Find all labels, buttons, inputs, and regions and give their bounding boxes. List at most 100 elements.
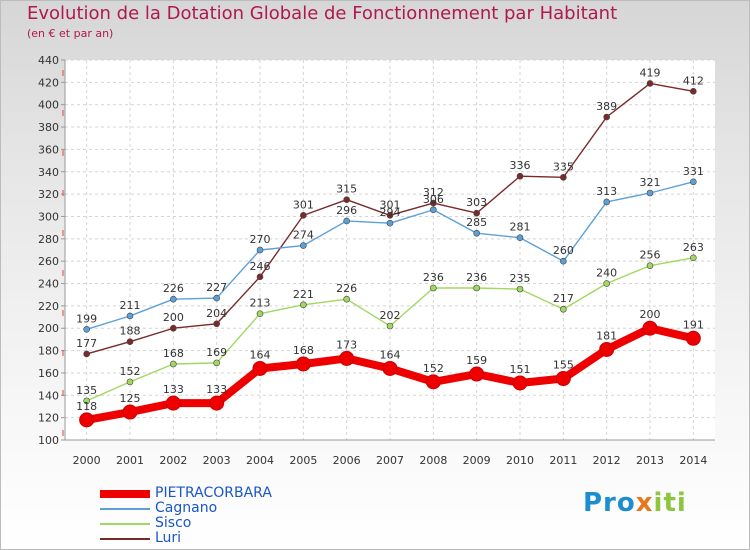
y-tick-label: 160 [38, 367, 59, 380]
logo-part-1: Pro [583, 488, 636, 518]
point-pietracorbara [512, 375, 528, 391]
y-tick-label: 440 [38, 54, 59, 67]
plot-area [65, 60, 715, 440]
data-label-luri: 335 [553, 160, 574, 173]
point-pietracorbara [642, 320, 658, 336]
data-label-luri: 315 [336, 183, 357, 196]
point-luri [300, 212, 307, 219]
chart-title: Evolution de la Dotation Globale de Fonc… [27, 3, 618, 24]
point-sisco [516, 285, 524, 293]
x-tick-label: 2004 [246, 454, 274, 467]
data-label-sisco: 236 [466, 271, 487, 284]
point-sisco [126, 378, 134, 386]
point-luri [83, 350, 90, 358]
point-pietracorbara [425, 374, 441, 390]
proxiti-logo: Proxiti [583, 488, 687, 518]
y-tick-label: 420 [38, 76, 59, 89]
legend-swatch-luri [100, 538, 150, 540]
data-label-sisco: 152 [120, 365, 141, 378]
y-tick-label: 120 [38, 412, 59, 425]
data-label-cagnano: 226 [163, 282, 184, 295]
point-cagnano [300, 242, 307, 249]
y-tick-label: 400 [38, 99, 59, 112]
data-label-cagnano: 296 [336, 204, 357, 217]
data-label-luri: 303 [466, 196, 487, 209]
data-labels: 177 188 200 204 246 301 315 301 312 303 336 335 389 4… [76, 66, 704, 412]
data-label-sisco: 236 [423, 271, 444, 284]
point-sisco [430, 284, 437, 292]
x-tick-label: 2009 [463, 454, 491, 467]
x-tick-label: 2002 [159, 454, 187, 467]
legend-item-luri: Luri [100, 530, 360, 546]
point-pietracorbara [122, 404, 138, 420]
x-tick-label: 2003 [203, 454, 231, 467]
data-label-cagnano: 294 [380, 206, 401, 219]
legend-item-sisco: Sisco [100, 515, 360, 531]
point-cagnano [560, 257, 567, 265]
legend-item-pietracorbara: PIETRACORBARA [100, 485, 360, 501]
chart-subtitle: (en € et par an) [27, 27, 114, 40]
data-label-pietracorbara: 125 [120, 392, 141, 405]
point-luri [430, 199, 437, 207]
legend-item-cagnano: Cagnano [100, 500, 360, 516]
point-cagnano [213, 294, 220, 302]
point-pietracorbara [685, 330, 701, 346]
point-luri [473, 209, 480, 217]
y-tick-label: 220 [38, 300, 59, 313]
point-cagnano [83, 326, 90, 333]
x-tick-label: 2011 [549, 454, 577, 467]
data-label-cagnano: 313 [596, 185, 617, 198]
point-luri [646, 80, 654, 87]
data-label-cagnano: 281 [510, 221, 531, 234]
data-label-cagnano: 321 [640, 176, 661, 189]
point-cagnano [386, 219, 394, 227]
point-cagnano [170, 295, 177, 303]
data-label-pietracorbara: 159 [466, 354, 487, 367]
data-label-pietracorbara: 155 [553, 359, 574, 372]
y-tick-label: 360 [38, 143, 59, 156]
point-sisco [560, 305, 567, 313]
data-label-pietracorbara: 164 [380, 348, 401, 361]
legend-label-cagnano: Cagnano [155, 500, 218, 516]
point-pietracorbara [599, 341, 615, 357]
point-sisco [343, 295, 350, 303]
legend-swatch-pietracorbara [100, 490, 150, 498]
data-label-luri: 412 [683, 74, 704, 87]
data-label-pietracorbara: 133 [163, 383, 184, 396]
point-cagnano [646, 189, 654, 197]
logo-part-3: iti [653, 488, 687, 518]
data-label-luri: 301 [380, 198, 401, 211]
y-tick-label: 200 [38, 322, 59, 335]
x-tick-label: 2005 [289, 454, 317, 467]
data-label-luri: 204 [206, 307, 227, 320]
data-label-pietracorbara: 200 [640, 308, 661, 321]
point-cagnano [603, 198, 610, 206]
x-tick-label: 2008 [419, 454, 447, 467]
data-label-cagnano: 199 [76, 312, 97, 325]
data-label-sisco: 226 [336, 282, 357, 295]
data-label-luri: 419 [640, 66, 661, 79]
data-label-pietracorbara: 168 [293, 344, 314, 357]
point-luri [170, 324, 177, 332]
data-label-sisco: 217 [553, 292, 574, 305]
data-label-cagnano: 306 [423, 193, 444, 206]
data-label-luri: 177 [76, 337, 97, 350]
legend-label-pietracorbara: PIETRACORBARA [155, 485, 272, 501]
data-label-sisco: 168 [163, 347, 184, 360]
point-pietracorbara [555, 371, 571, 387]
data-label-cagnano: 274 [293, 229, 314, 242]
point-pietracorbara [295, 356, 311, 372]
data-label-luri: 312 [423, 186, 444, 199]
y-tick-label: 180 [38, 345, 59, 358]
point-cagnano [690, 178, 697, 186]
point-sisco [256, 310, 264, 318]
data-label-pietracorbara: 151 [510, 363, 531, 376]
data-label-pietracorbara: 118 [76, 400, 97, 413]
data-label-cagnano: 285 [466, 216, 487, 229]
y-tick-label: 240 [38, 278, 59, 291]
point-sisco [646, 262, 654, 269]
data-label-sisco: 221 [293, 288, 314, 301]
data-label-sisco: 256 [640, 249, 661, 262]
point-luri [560, 174, 567, 181]
data-label-cagnano: 227 [206, 281, 227, 294]
